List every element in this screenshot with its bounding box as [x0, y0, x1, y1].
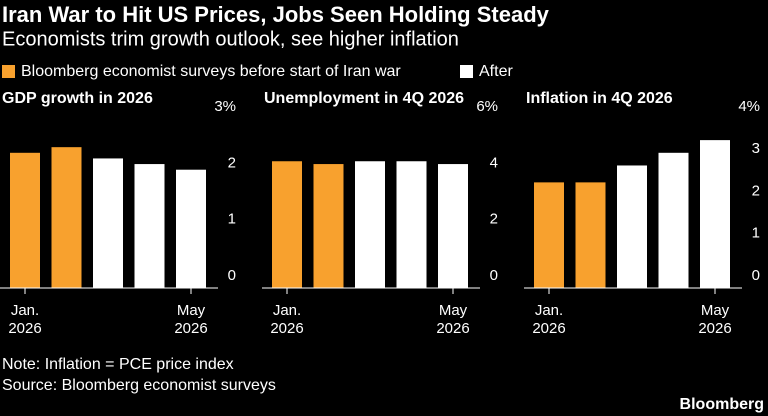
y-tick-label: 0 — [490, 267, 498, 284]
bar — [396, 161, 427, 288]
legend-swatch — [460, 65, 473, 78]
y-tick-label: 0 — [752, 267, 760, 284]
bar — [658, 152, 689, 288]
legend-swatch — [2, 65, 15, 78]
bar — [617, 165, 647, 288]
y-tick-label: 2 — [752, 182, 760, 199]
y-tick-label: 1 — [752, 225, 760, 242]
bar — [134, 164, 165, 288]
bar — [700, 140, 730, 288]
note: Note: Inflation = PCE price index — [2, 356, 234, 373]
y-tick-label: 0 — [228, 267, 236, 284]
y-tick-label: 2 — [490, 211, 498, 228]
x-tick-label: Jan. 2026 — [8, 302, 42, 337]
bar — [272, 161, 302, 288]
bar — [176, 169, 206, 288]
y-tick-label: 4% — [738, 98, 760, 115]
x-tick-label: Jan. 2026 — [270, 302, 304, 337]
bar — [93, 158, 123, 288]
panel-title: GDP growth in 2026 — [2, 90, 153, 107]
bar — [438, 164, 468, 288]
y-tick-label: 4 — [490, 154, 498, 171]
bar — [10, 152, 40, 288]
bar — [51, 147, 82, 288]
brand: Bloomberg — [680, 396, 764, 413]
x-tick-label: May 2026 — [698, 302, 732, 337]
x-tick-label: May 2026 — [436, 302, 470, 337]
bar — [575, 182, 606, 288]
panel-title: Unemployment in 4Q 2026 — [264, 90, 464, 107]
bar — [534, 182, 564, 288]
y-tick-label: 1 — [228, 211, 236, 228]
legend-label: Bloomberg economist surveys before start… — [21, 63, 401, 80]
y-tick-label: 3% — [214, 98, 236, 115]
bar — [355, 161, 385, 288]
bar — [313, 164, 344, 288]
y-tick-label: 3 — [752, 140, 760, 157]
y-tick-label: 2 — [228, 154, 236, 171]
subtitle: Economists trim growth outlook, see high… — [2, 28, 459, 50]
legend-label: After — [479, 63, 513, 80]
y-tick-label: 6% — [476, 98, 498, 115]
x-tick-label: May 2026 — [174, 302, 208, 337]
title: Iran War to Hit US Prices, Jobs Seen Hol… — [2, 2, 550, 27]
panel-title: Inflation in 4Q 2026 — [526, 90, 673, 107]
x-tick-label: Jan. 2026 — [532, 302, 566, 337]
source: Source: Bloomberg economist surveys — [2, 377, 276, 394]
